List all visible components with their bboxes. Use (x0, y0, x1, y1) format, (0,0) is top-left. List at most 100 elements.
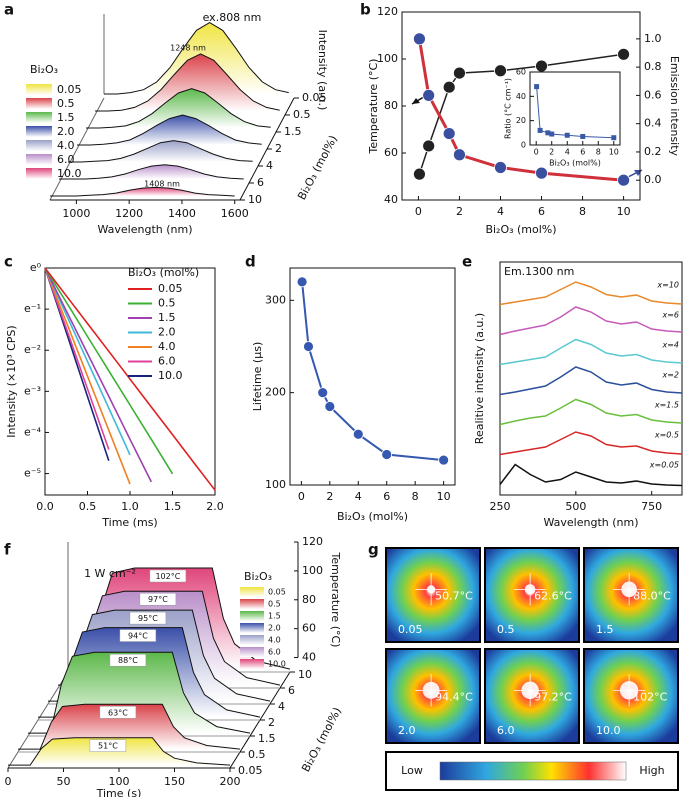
value-label: 88°C (118, 656, 138, 665)
temperature-label: 102°C (633, 690, 667, 703)
x-tick-label: 4 (355, 490, 362, 503)
spectrum (77, 114, 262, 146)
legend-title: Bi₂O₃ (244, 570, 272, 583)
z-tick-label: 6 (257, 176, 264, 189)
z-tick-label: 10 (248, 193, 262, 206)
legend-swatch (240, 623, 264, 633)
data-point (324, 401, 336, 412)
x-tick-label: 0 (534, 148, 539, 157)
x-tick-label: 2.0 (206, 500, 224, 513)
legend-label: 0.05 (268, 588, 286, 597)
concentration-label: 0.05 (398, 623, 423, 636)
legend-swatch (240, 647, 264, 657)
x-tick-label: 6 (580, 148, 585, 157)
x-tick-label: 8 (579, 205, 586, 218)
x-tick-label: 4 (497, 205, 504, 218)
y-tick-label: 200 (265, 386, 286, 399)
legend-label: 1.5 (57, 111, 75, 124)
legend-swatch (26, 112, 52, 123)
inset-point (534, 84, 540, 90)
panel-letter: e (462, 253, 472, 271)
value-label: 97°C (148, 595, 168, 604)
plot-frame (529, 71, 621, 146)
annotation: 1 W cm⁻² (84, 567, 136, 580)
concentration-label: 1.5 (596, 623, 614, 636)
x-tick-label: 6 (383, 490, 390, 503)
peak-label: 1248 nm (170, 44, 206, 53)
legend-label: 2.0 (268, 624, 281, 633)
y-tick-label: 60 (516, 68, 526, 77)
axis-title: Temperature (°C) (367, 59, 380, 155)
annotation: Em.1300 nm (504, 265, 574, 278)
data-point (442, 127, 456, 140)
spectrum (68, 140, 253, 163)
concentration-label: 10.0 (596, 724, 621, 737)
decay-curve (44, 267, 174, 475)
data-point (442, 80, 456, 94)
y-tick-label: 0.4 (644, 117, 662, 130)
series-label: x=2 (661, 371, 679, 380)
data-point (535, 166, 548, 180)
y-tick-label: e⁻⁵ (24, 467, 41, 480)
y-tick-label: 20 (516, 116, 526, 125)
series-label: x=10 (656, 281, 679, 290)
label-box (109, 653, 147, 667)
concentration-label: 0.5 (497, 623, 515, 636)
series-label: x=6 (661, 311, 679, 320)
x-tick-label: 0 (5, 775, 12, 788)
legend-label: 6.0 (268, 648, 281, 657)
x-tick-label: 0 (298, 490, 305, 503)
value-label: 94°C (128, 632, 148, 641)
axis-title: Temperature (°C) (329, 552, 342, 648)
x-axis-title: Wavelength (nm) (97, 223, 192, 236)
legend-swatch (26, 126, 52, 137)
value-label: 51°C (98, 742, 118, 751)
data-point (413, 32, 426, 46)
legend-swatch (26, 154, 52, 165)
axis-line (49, 97, 105, 201)
x-tick-label: 6 (538, 205, 545, 218)
y-tick-label: 100 (377, 52, 398, 65)
z-tick-label: 10 (298, 668, 312, 681)
x-tick-label: 250 (490, 500, 511, 513)
inset-point (611, 135, 617, 141)
legend-swatch (26, 98, 52, 109)
decay-curve (44, 267, 110, 450)
data-point (494, 64, 507, 78)
label-box (129, 611, 167, 625)
x-tick-label: 10 (617, 205, 631, 218)
series-line (301, 281, 444, 462)
x-tick-label: 0.5 (79, 500, 97, 513)
axis-title: Bi₂O₃ (mol%) (295, 133, 340, 202)
inset-x-title: Bi₂O₃ (mol%) (549, 159, 601, 168)
panel-letter: f (4, 541, 11, 559)
legend-swatch (240, 659, 264, 669)
label-box (149, 569, 187, 583)
data-point (422, 139, 436, 153)
legend-label: 1.5 (268, 612, 281, 621)
x-tick-label: 1200 (115, 207, 143, 220)
x-tick-label: 500 (565, 500, 586, 513)
legend-swatch (240, 599, 264, 609)
inset-line (536, 86, 614, 139)
y-tick-label: 0 (521, 141, 526, 150)
temperature-label: 88.0°C (633, 589, 671, 602)
temperature-label: 97.2°C (534, 690, 572, 703)
data-point (617, 47, 630, 61)
y-tick-label: e⁻¹ (24, 302, 41, 315)
x-tick-label: 1600 (221, 207, 249, 220)
x-tick-label: 750 (641, 500, 662, 513)
x-tick-label: 1.5 (164, 500, 182, 513)
legend-label: 10.0 (158, 369, 183, 382)
z-tick-label: 1.5 (258, 732, 276, 745)
colorbar (439, 761, 627, 781)
arrow-head (412, 98, 420, 104)
panel-letter: g (368, 541, 379, 559)
z-tick-label: 0.5 (248, 748, 266, 761)
value-label: 102°C (155, 572, 180, 581)
spectrum (499, 281, 683, 306)
x-tick-label: 1.0 (121, 500, 139, 513)
x-tick-label: 2 (326, 490, 333, 503)
temperature-label: 62.6°C (534, 589, 572, 602)
legend-label: 4.0 (268, 636, 281, 645)
